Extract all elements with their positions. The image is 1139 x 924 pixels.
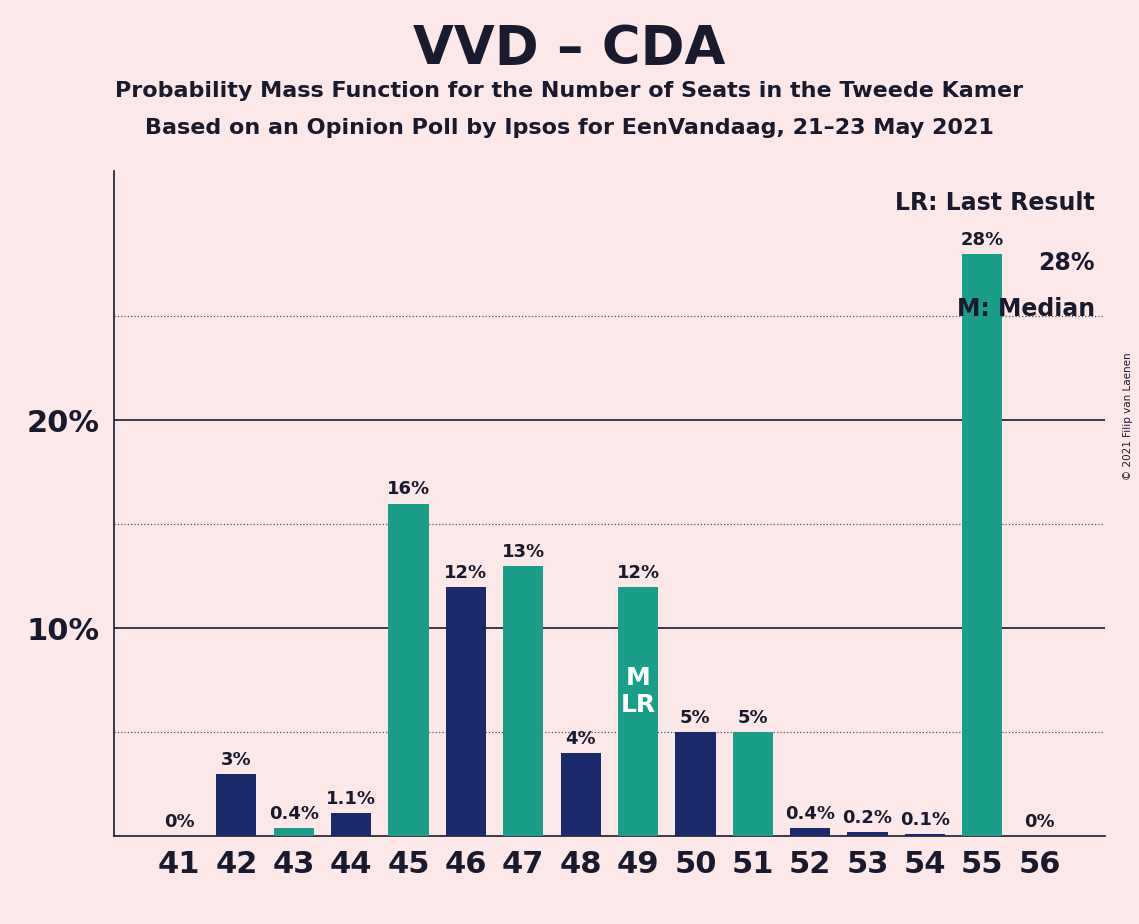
Bar (445, 587, 486, 836)
Bar (847, 833, 887, 836)
Text: VVD – CDA: VVD – CDA (413, 23, 726, 75)
Bar (618, 587, 658, 836)
Text: 3%: 3% (221, 750, 252, 769)
Text: © 2021 Filip van Laenen: © 2021 Filip van Laenen (1123, 352, 1133, 480)
Bar (904, 834, 945, 836)
Bar (560, 753, 600, 836)
Text: 12%: 12% (444, 564, 487, 581)
Text: 0.2%: 0.2% (843, 808, 893, 827)
Text: 16%: 16% (387, 480, 431, 498)
Text: 0.4%: 0.4% (269, 805, 319, 822)
Text: 5%: 5% (680, 709, 711, 727)
Text: 4%: 4% (565, 730, 596, 748)
Bar (388, 504, 428, 836)
Text: 13%: 13% (502, 542, 544, 561)
Text: 28%: 28% (960, 231, 1003, 249)
Text: Based on an Opinion Poll by Ipsos for EenVandaag, 21–23 May 2021: Based on an Opinion Poll by Ipsos for Ee… (145, 118, 994, 139)
Text: LR: Last Result: LR: Last Result (895, 191, 1095, 215)
Text: Probability Mass Function for the Number of Seats in the Tweede Kamer: Probability Mass Function for the Number… (115, 81, 1024, 102)
Bar (503, 565, 543, 836)
Text: 0%: 0% (1024, 813, 1055, 831)
Text: M: Median: M: Median (957, 298, 1095, 322)
Text: 0.1%: 0.1% (900, 811, 950, 829)
Bar (962, 254, 1002, 836)
Text: 0%: 0% (164, 813, 195, 831)
Bar (675, 732, 715, 836)
Text: 12%: 12% (616, 564, 659, 581)
Bar (273, 828, 314, 836)
Text: M
LR: M LR (621, 665, 656, 717)
Text: 28%: 28% (1039, 250, 1095, 274)
Bar (790, 828, 830, 836)
Bar (732, 732, 773, 836)
Text: 5%: 5% (737, 709, 768, 727)
Text: 0.4%: 0.4% (785, 805, 835, 822)
Text: 1.1%: 1.1% (326, 790, 376, 808)
Bar (331, 813, 371, 836)
Bar (216, 774, 256, 836)
